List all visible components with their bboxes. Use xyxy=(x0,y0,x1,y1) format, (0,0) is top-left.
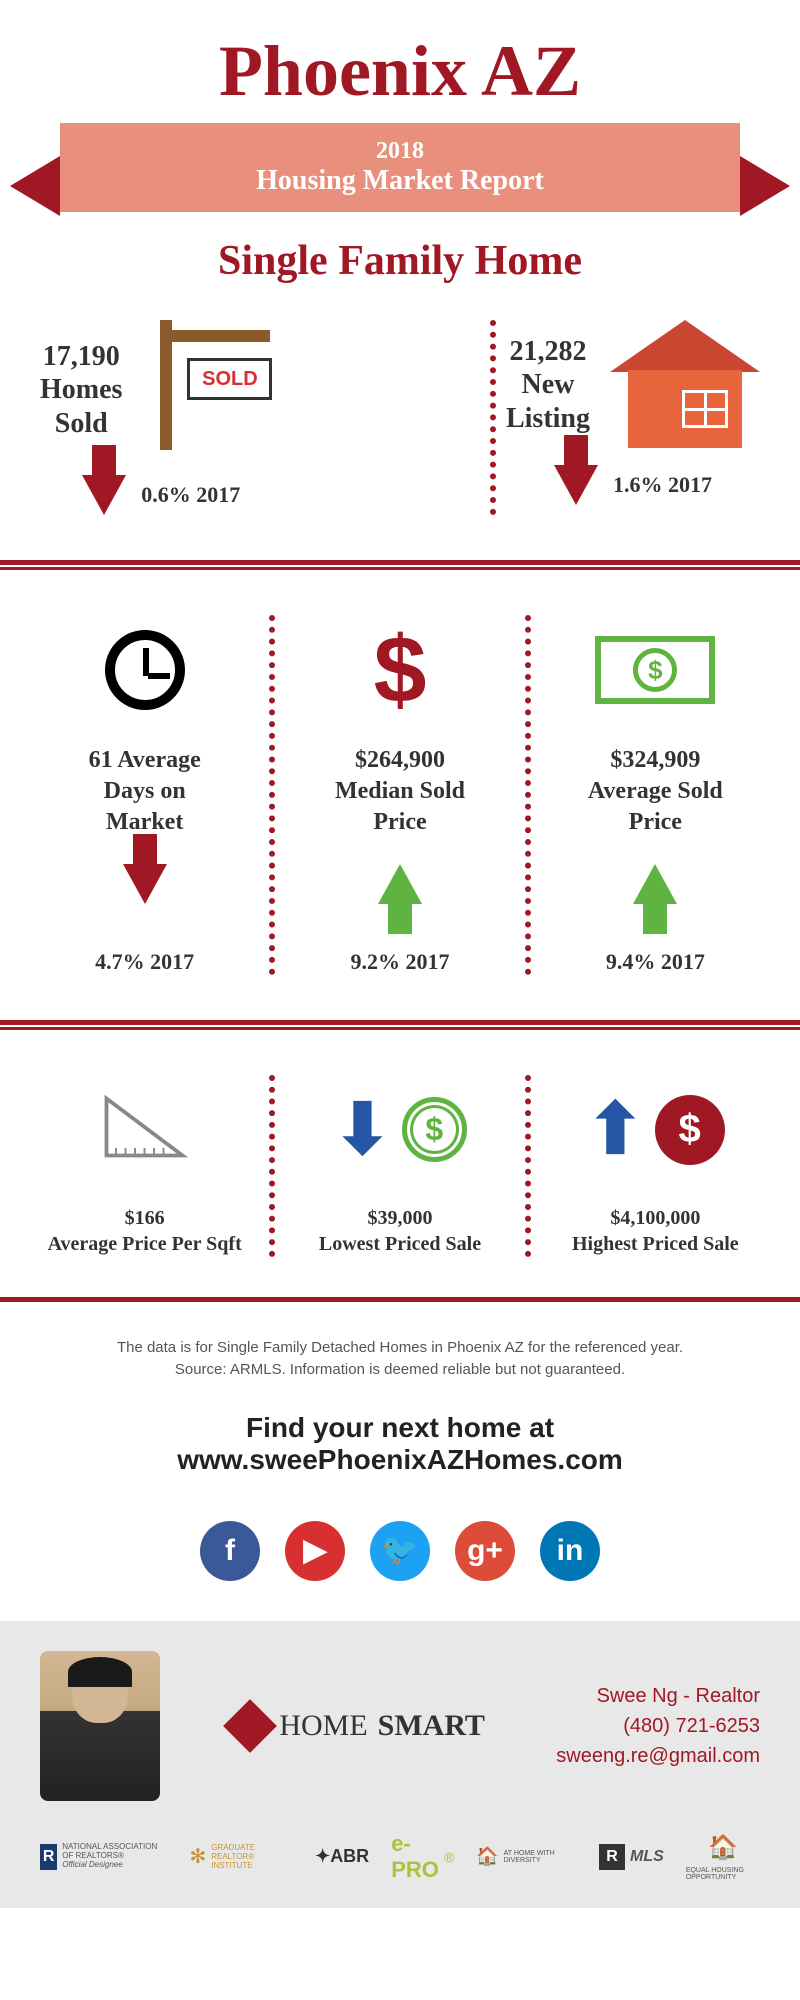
gri-logo: ✻ GRADUATE REALTOR® INSTITUTE xyxy=(189,1843,293,1870)
abr-logo: ✦ABR xyxy=(315,1846,369,1867)
avg-change: 9.4% 2017 xyxy=(541,949,770,975)
main-title: Phoenix AZ xyxy=(0,0,800,123)
stat-median-price: $ $264,900 Median Sold Price 9.2% 2017 xyxy=(285,615,514,975)
house-icon xyxy=(610,320,760,450)
stat-lowest-sale: ⬇ $ $39,000 Lowest Priced Sale xyxy=(285,1075,514,1257)
sqft-value: $166 xyxy=(30,1205,259,1231)
homesmart-icon xyxy=(223,1699,277,1753)
avg-label1: Average Sold xyxy=(541,776,770,807)
arrow-down-icon xyxy=(554,465,598,505)
linkedin-icon[interactable]: in xyxy=(540,1521,600,1581)
dollar-circle-red-icon: $ xyxy=(655,1095,725,1165)
new-listing-value: 21,282 xyxy=(506,335,590,369)
separator xyxy=(0,1297,800,1302)
top-stats-row: 17,190 Homes Sold SOLD 0.6% 2017 21,282 xyxy=(0,310,800,545)
arrow-up-blue-icon: ⬆ xyxy=(586,1088,645,1171)
dollar-circle-green-icon: $ xyxy=(402,1097,467,1162)
homes-sold-value: 17,190 xyxy=(40,340,122,374)
median-label2: Price xyxy=(285,807,514,838)
contact-info: Swee Ng - Realtor (480) 721-6253 sweeng.… xyxy=(556,1681,760,1771)
triangle-ruler-icon xyxy=(97,1087,192,1172)
googleplus-icon[interactable]: g+ xyxy=(455,1521,515,1581)
arrow-down-icon xyxy=(123,864,167,904)
clock-icon xyxy=(105,630,185,710)
mid-stats-row: 61 Average Days on Market 4.7% 2017 $ $2… xyxy=(0,585,800,1005)
homes-sold-change: 0.6% 2017 xyxy=(141,482,240,508)
homes-sold-label2: Sold xyxy=(40,407,122,441)
sqft-label: Average Price Per Sqft xyxy=(30,1231,259,1257)
divider-dots xyxy=(292,320,496,515)
disclaimer: The data is for Single Family Detached H… xyxy=(0,1312,800,1397)
highest-value: $4,100,000 xyxy=(541,1205,770,1231)
divider-dots xyxy=(269,615,275,975)
avg-label2: Price xyxy=(541,807,770,838)
stat-price-sqft: $166 Average Price Per Sqft xyxy=(30,1075,259,1257)
footer: HOMESMART Swee Ng - Realtor (480) 721-62… xyxy=(0,1621,800,1821)
banner-year: 2018 xyxy=(100,138,700,165)
median-label1: Median Sold xyxy=(285,776,514,807)
cta: Find your next home at www.sweePhoenixAZ… xyxy=(0,1397,800,1506)
youtube-icon[interactable]: ▶ xyxy=(285,1521,345,1581)
stat-homes-sold: 17,190 Homes Sold SOLD 0.6% 2017 xyxy=(40,320,282,515)
contact-name: Swee Ng - Realtor xyxy=(556,1681,760,1711)
facebook-icon[interactable]: f xyxy=(200,1521,260,1581)
subtitle-banner: 2018 Housing Market Report xyxy=(60,123,740,212)
arrow-up-icon xyxy=(633,864,677,904)
arrow-up-icon xyxy=(378,864,422,904)
arrow-down-icon xyxy=(82,475,126,515)
stat-highest-sale: ⬆ $ $4,100,000 Highest Priced Sale xyxy=(541,1075,770,1257)
lowest-label: Lowest Priced Sale xyxy=(285,1231,514,1257)
sold-sign-icon: SOLD xyxy=(142,320,282,460)
contact-phone: (480) 721-6253 xyxy=(556,1711,760,1741)
homes-sold-label1: Homes xyxy=(40,373,122,407)
mls-logo: R MLS xyxy=(599,1844,664,1870)
stat-new-listing: 21,282 New Listing 1.6% 2017 xyxy=(506,320,760,515)
median-value: $264,900 xyxy=(285,745,514,776)
divider-dots xyxy=(269,1075,275,1257)
epro-logo: e-PRO® xyxy=(391,1831,454,1883)
realtor-avatar xyxy=(40,1651,160,1801)
separator xyxy=(0,1020,800,1030)
contact-email: sweeng.re@gmail.com xyxy=(556,1741,760,1771)
banner-title: Housing Market Report xyxy=(100,165,700,197)
stat-average-price: $ $324,909 Average Sold Price 9.4% 2017 xyxy=(541,615,770,975)
divider-dots xyxy=(525,1075,531,1257)
divider-dots xyxy=(525,615,531,975)
dollar-icon: $ xyxy=(374,616,427,725)
twitter-icon[interactable]: 🐦 xyxy=(370,1521,430,1581)
stat-days-on-market: 61 Average Days on Market 4.7% 2017 xyxy=(30,615,259,975)
social-row: f ▶ 🐦 g+ in xyxy=(0,1506,800,1621)
money-icon: $ xyxy=(595,636,715,704)
dom-label1: Days on xyxy=(30,776,259,807)
arrow-down-blue-icon: ⬇ xyxy=(333,1088,392,1171)
avg-value: $324,909 xyxy=(541,745,770,776)
new-listing-label2: Listing xyxy=(506,402,590,436)
ahwd-logo: 🏠 AT HOME WITH DIVERSITY xyxy=(476,1846,555,1867)
new-listing-change: 1.6% 2017 xyxy=(613,472,712,498)
dom-value: 61 Average xyxy=(30,745,259,776)
bottom-stats-row: $166 Average Price Per Sqft ⬇ $ $39,000 … xyxy=(0,1045,800,1287)
equal-housing-logo: 🏠 EQUAL HOUSING OPPORTUNITY xyxy=(686,1833,760,1881)
dom-change: 4.7% 2017 xyxy=(30,949,259,975)
lowest-value: $39,000 xyxy=(285,1205,514,1231)
nar-logo: R NATIONAL ASSOCIATION OF REALTORS® Offi… xyxy=(40,1843,167,1869)
new-listing-label1: New xyxy=(506,368,590,402)
highest-label: Highest Priced Sale xyxy=(541,1231,770,1257)
section-title: Single Family Home xyxy=(0,212,800,310)
homesmart-logo: HOMESMART xyxy=(190,1707,526,1745)
footer-logos: R NATIONAL ASSOCIATION OF REALTORS® Offi… xyxy=(0,1821,800,1908)
median-change: 9.2% 2017 xyxy=(285,949,514,975)
separator xyxy=(0,560,800,570)
